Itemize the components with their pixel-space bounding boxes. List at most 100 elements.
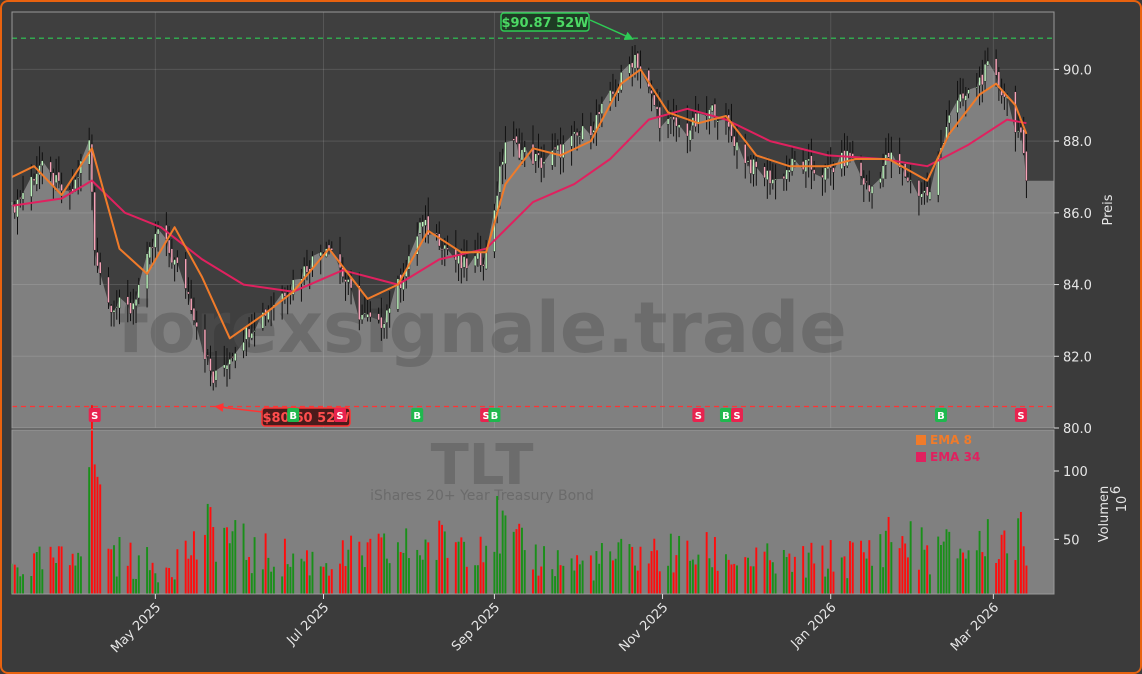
candle-up xyxy=(148,246,151,259)
volume-bar-up xyxy=(956,558,959,594)
volume-bar-up xyxy=(319,566,322,594)
candle-down xyxy=(515,136,518,143)
volume-bar-down xyxy=(380,537,383,594)
candle-down xyxy=(733,135,736,147)
low-52w-label: $80.60 52W xyxy=(262,411,349,426)
x-tick-label: Jul 2025 xyxy=(284,600,333,649)
candle-down xyxy=(446,247,449,250)
x-tick-label: Sep 2025 xyxy=(449,600,503,654)
candle-up xyxy=(360,314,364,320)
candle-down xyxy=(713,103,717,118)
candle-up xyxy=(879,178,882,183)
candle-down xyxy=(672,116,675,120)
candle-up xyxy=(766,170,769,180)
volume-bar-up xyxy=(691,559,694,594)
low-52w-label-box xyxy=(261,407,351,427)
volume-bar-up xyxy=(959,548,962,594)
candle-up xyxy=(74,179,77,190)
candle-down xyxy=(647,70,650,88)
volume-bar-down xyxy=(90,405,93,594)
sell-signal-label: S xyxy=(91,411,98,422)
volume-bar-up xyxy=(928,574,931,594)
volume-bar-up xyxy=(581,560,584,594)
candle-up xyxy=(115,306,118,308)
volume-bar-up xyxy=(920,527,923,594)
sell-signal-marker xyxy=(334,408,347,422)
candle-down xyxy=(926,186,929,197)
volume-bar-up xyxy=(435,559,438,594)
candle-up xyxy=(118,297,121,309)
volume-tick-label: 50 xyxy=(1063,533,1080,548)
volume-bar-down xyxy=(686,540,689,594)
candle-down xyxy=(821,174,824,178)
volume-bar-down xyxy=(341,540,344,594)
volume-bar-up xyxy=(782,549,785,594)
volume-bar-up xyxy=(300,558,303,594)
volume-bar-down xyxy=(901,536,904,594)
candle-down xyxy=(231,356,234,358)
volume-bar-up xyxy=(689,560,692,594)
volume-bar-up xyxy=(311,551,314,594)
volume-bar-up xyxy=(1017,518,1020,594)
volume-bar-down xyxy=(184,540,187,594)
candle-down xyxy=(60,184,63,191)
candle-up xyxy=(620,72,623,91)
volume-bar-down xyxy=(165,567,168,594)
x-tick-label: Mar 2026 xyxy=(948,600,1002,654)
volume-bar-down xyxy=(57,546,60,594)
candle-up xyxy=(498,165,502,193)
volume-bar-up xyxy=(385,558,388,594)
price-panel: forexsignale.trade 80.0 82.0 84.0 86.0 88.0 90… xyxy=(10,11,1116,437)
volume-bar-down xyxy=(226,527,228,594)
volume-bar-down xyxy=(176,549,179,594)
candle-down xyxy=(184,258,187,289)
candle-down xyxy=(744,144,747,164)
candle-up xyxy=(35,173,38,185)
volume-bar-down xyxy=(52,557,55,594)
volume-bar-down xyxy=(926,545,929,594)
candle-up xyxy=(504,142,507,164)
volume-bar-up xyxy=(416,549,419,594)
sell-signal-label: S xyxy=(733,411,740,422)
candle-up xyxy=(385,309,389,323)
volume-bar-up xyxy=(361,555,364,594)
volume-bar-down xyxy=(339,563,341,594)
volume-bar-up xyxy=(485,545,488,594)
volume-bar-up xyxy=(766,543,769,594)
volume-bar-down xyxy=(170,577,173,594)
volume-bar-up xyxy=(592,580,595,594)
volume-plot-border xyxy=(11,429,1055,595)
candle-down xyxy=(906,177,910,182)
volume-bar-down xyxy=(639,546,642,594)
volume-bar-up xyxy=(292,553,295,594)
volume-bar-up xyxy=(132,578,135,594)
candle-up xyxy=(225,364,229,370)
volume-bar-up xyxy=(620,538,623,594)
candle-up xyxy=(967,89,970,94)
volume-bar-up xyxy=(407,558,410,594)
volume-bar-up xyxy=(496,496,499,594)
volume-bar-up xyxy=(570,558,573,594)
volume-bar-up xyxy=(113,545,115,594)
candle-down xyxy=(997,71,1001,89)
volume-bar-down xyxy=(906,557,909,594)
candle-up xyxy=(462,256,466,268)
candle-down xyxy=(553,147,557,150)
candle-up xyxy=(978,77,981,86)
volume-bar-up xyxy=(250,573,253,594)
volume-bar-up xyxy=(667,565,670,594)
volume-bar-up xyxy=(523,550,526,594)
volume-bar-down xyxy=(60,546,63,594)
sell-signal-marker xyxy=(730,408,743,422)
volume-bar-down xyxy=(515,529,518,594)
volume-bar-down xyxy=(810,542,813,594)
volume-bar-up xyxy=(791,571,794,594)
candle-up xyxy=(250,333,253,339)
candle-up xyxy=(669,117,672,119)
volume-bar-up xyxy=(55,562,58,594)
candle-down xyxy=(1025,151,1028,181)
volume-bar-down xyxy=(479,536,482,594)
volume-bar-down xyxy=(110,549,113,594)
candle-down xyxy=(167,239,171,254)
buy-signal-label: B xyxy=(937,411,945,422)
